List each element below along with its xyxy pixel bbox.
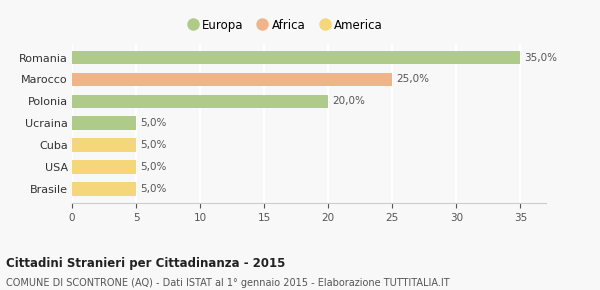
Text: 20,0%: 20,0% [332,96,365,106]
Bar [72,95,328,108]
Text: 5,0%: 5,0% [140,162,166,172]
Text: 5,0%: 5,0% [140,140,166,150]
Text: 35,0%: 35,0% [524,52,557,63]
Bar [72,117,136,130]
Text: COMUNE DI SCONTRONE (AQ) - Dati ISTAT al 1° gennaio 2015 - Elaborazione TUTTITAL: COMUNE DI SCONTRONE (AQ) - Dati ISTAT al… [6,278,449,288]
Text: 25,0%: 25,0% [396,75,429,84]
Bar [72,138,136,152]
Bar [72,73,392,86]
Bar [72,182,136,196]
Text: 5,0%: 5,0% [140,118,166,128]
Bar [72,160,136,174]
Text: 5,0%: 5,0% [140,184,166,194]
Legend: Europa, Africa, America: Europa, Africa, America [183,14,388,37]
Bar [72,51,520,64]
Text: Cittadini Stranieri per Cittadinanza - 2015: Cittadini Stranieri per Cittadinanza - 2… [6,257,286,270]
